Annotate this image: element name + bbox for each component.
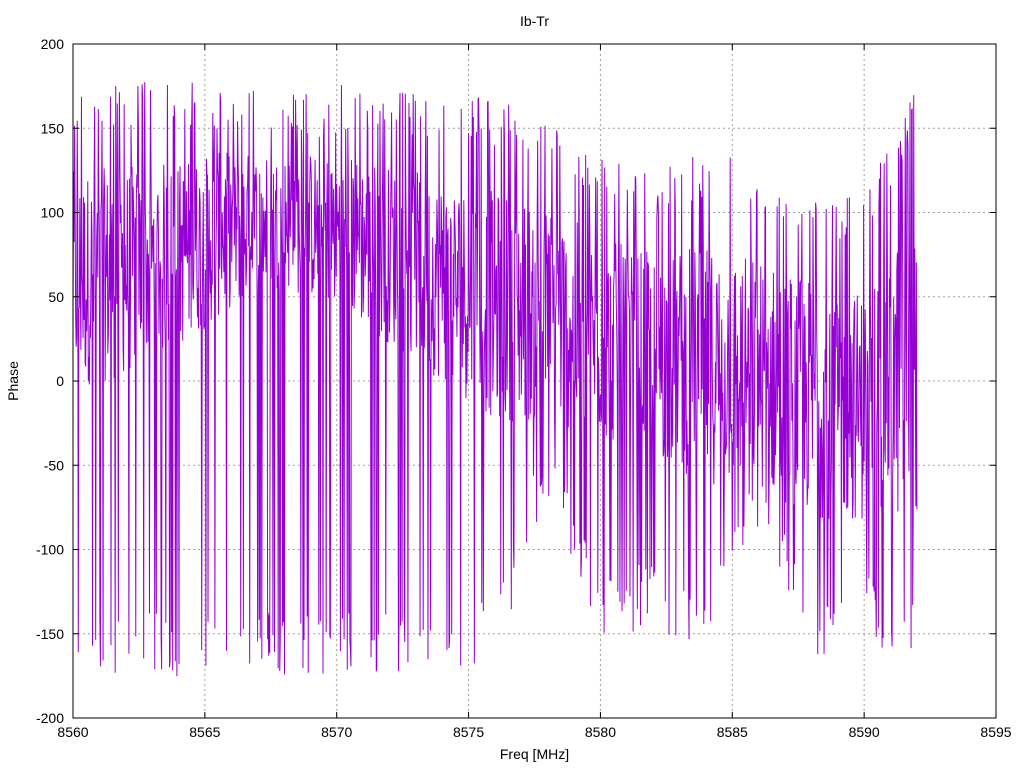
phase-series-line: [72, 82, 918, 677]
y-tick-label: 50: [48, 289, 64, 305]
x-tick-label: 8560: [57, 724, 88, 740]
chart-title: Ib-Tr: [520, 13, 549, 29]
x-tick-label: 8590: [849, 724, 880, 740]
y-tick-label: 200: [41, 36, 65, 52]
y-tick-label: 0: [56, 373, 64, 389]
y-tick-labels: -200 -150 -100 -50 0 50 100 150 200: [36, 36, 64, 726]
y-axis-label: Phase: [5, 361, 21, 401]
x-tick-label: 8595: [980, 724, 1011, 740]
y-tick-label: -100: [36, 542, 64, 558]
ticks: [72, 43, 997, 719]
x-tick-label: 8585: [717, 724, 748, 740]
y-tick-label: 150: [41, 120, 65, 136]
series-layer: [72, 82, 918, 677]
y-tick-label: 100: [41, 205, 65, 221]
x-axis-label: Freq [MHz]: [500, 746, 569, 762]
x-tick-labels: 8560 8565 8570 8575 8580 8585 8590 8595: [57, 724, 1011, 740]
x-tick-label: 8565: [189, 724, 220, 740]
x-tick-label: 8580: [585, 724, 616, 740]
y-tick-label: -50: [44, 457, 64, 473]
y-tick-label: -150: [36, 626, 64, 642]
y-tick-label: -200: [36, 710, 64, 726]
x-tick-label: 8575: [453, 724, 484, 740]
x-tick-label: 8570: [321, 724, 352, 740]
